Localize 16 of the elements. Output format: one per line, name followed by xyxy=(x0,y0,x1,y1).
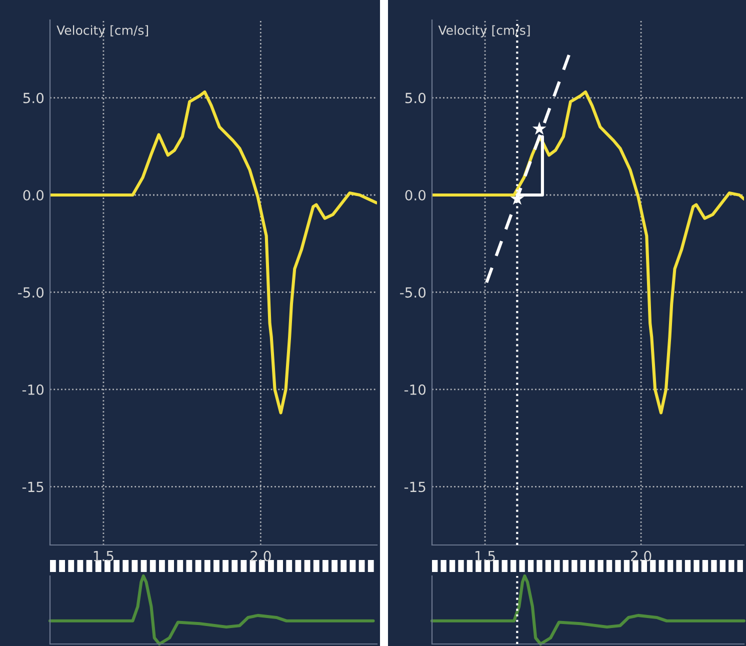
y-tick-label: -15 xyxy=(404,482,426,492)
y-tick-label: -15 xyxy=(22,482,44,492)
x-tick-label: 2.0 xyxy=(631,550,652,562)
x-tick-label: 2.0 xyxy=(250,550,271,562)
y-tick-label: -10 xyxy=(404,384,426,395)
y-tick-label: 5.0 xyxy=(405,92,426,104)
y-tick-label: 0.0 xyxy=(405,190,426,200)
x-tick-label: 1.5 xyxy=(94,550,114,562)
y-tick-label: -5.0 xyxy=(400,287,426,298)
y-tick-label: -5.0 xyxy=(18,287,44,298)
y-axis-title: Velocity [cm/s] xyxy=(438,25,530,38)
y-tick-label: -10 xyxy=(22,384,44,395)
y-axis-title: Velocity [cm/s] xyxy=(56,25,148,38)
y-tick-label: 0.0 xyxy=(23,190,44,200)
y-tick-label: 5.0 xyxy=(23,92,44,104)
x-tick-label: 1.5 xyxy=(476,550,495,562)
